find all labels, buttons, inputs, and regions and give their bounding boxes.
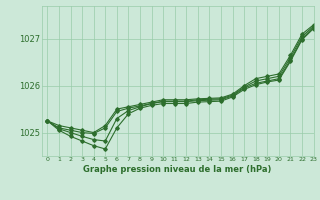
X-axis label: Graphe pression niveau de la mer (hPa): Graphe pression niveau de la mer (hPa)	[84, 165, 272, 174]
